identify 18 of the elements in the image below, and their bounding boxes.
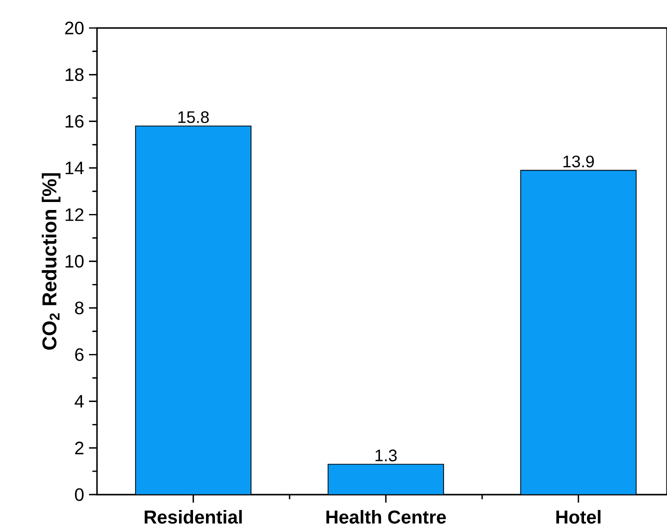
y-tick-label: 10 [66, 254, 84, 268]
y-tick-label: 2 [75, 442, 84, 454]
y-tick-label: 8 [75, 302, 84, 314]
y-axis-title: CO$_{2}$ Reduction [%] [42, 173, 60, 350]
data-label: 1.3 [376, 450, 397, 462]
x-tick-label: Health Centre [326, 510, 446, 524]
y-tick-label: 0 [74, 488, 84, 501]
data-label: 15.8 [178, 111, 209, 124]
y-tick-label: 18 [66, 68, 84, 82]
data-label: 13.9 [563, 156, 594, 168]
y-tick-label: 20 [65, 22, 84, 34]
y-tick-label: 14 [66, 162, 84, 174]
y-tick-label: 6 [75, 348, 84, 361]
x-tick-label: Residential [144, 510, 242, 524]
y-tick-label: 4 [74, 395, 84, 408]
x-tick-label: Hotel [556, 510, 600, 524]
y-tick-label: 12 [66, 208, 84, 221]
y-tick-label: 16 [66, 114, 84, 128]
